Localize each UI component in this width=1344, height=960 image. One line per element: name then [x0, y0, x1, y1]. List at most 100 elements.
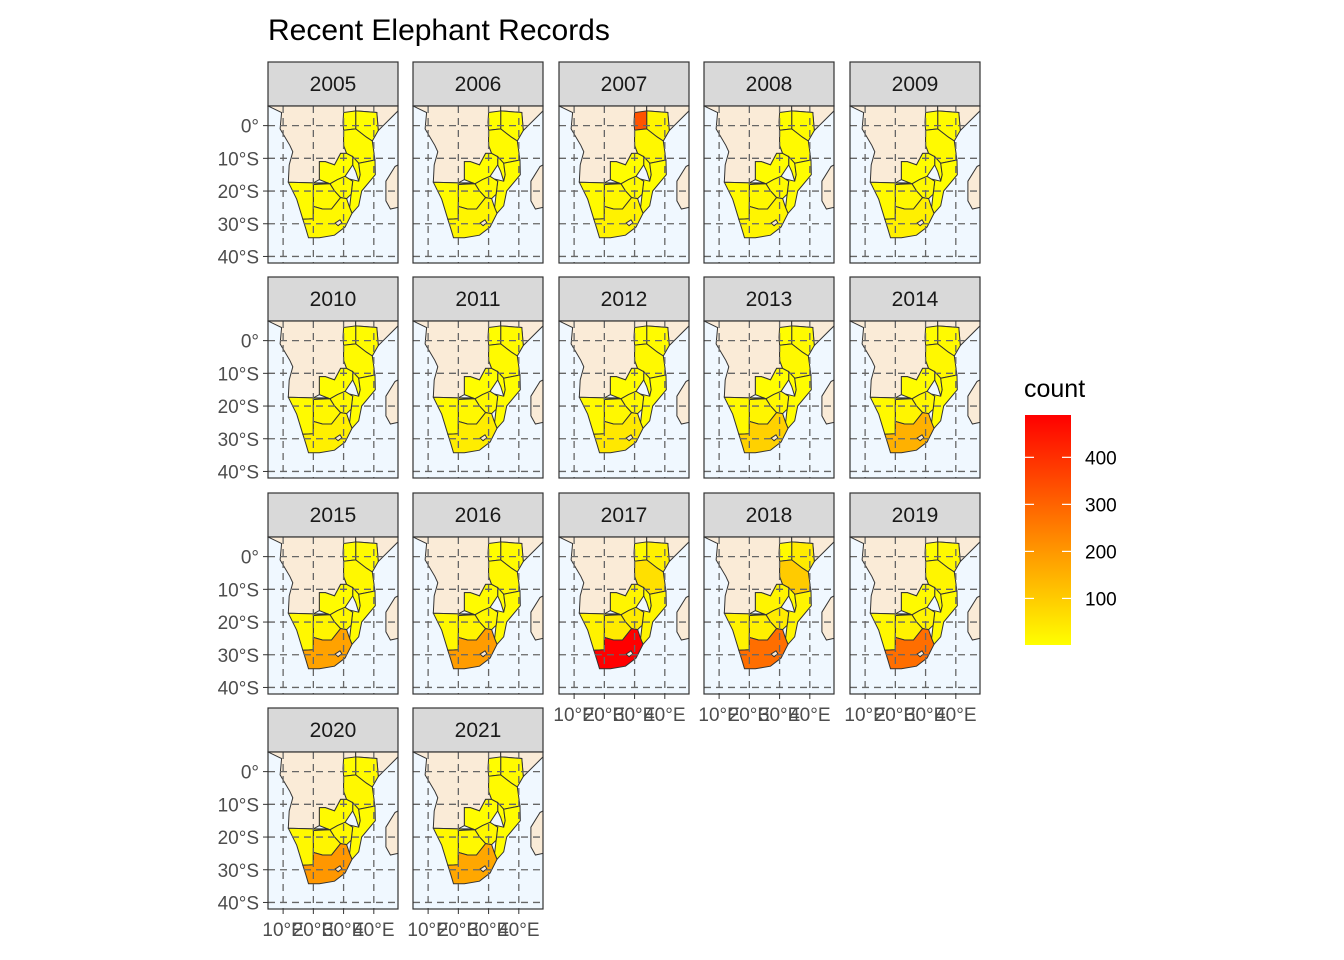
facet-panel: 2017 10°E20°E30°E40°E [553, 492, 690, 726]
land-lesotho-top [479, 219, 488, 227]
land-madagascar [676, 164, 689, 210]
panel-border [412, 105, 544, 264]
panel-border [267, 536, 399, 695]
facet-strip-label: 2005 [310, 73, 357, 96]
land-madagascar [821, 595, 834, 641]
land-madagascar [385, 595, 398, 641]
x-tick-label: 30°E [468, 920, 509, 941]
land-lesotho-top [916, 219, 925, 227]
legend-label: 100 [1085, 589, 1117, 610]
country-south-africa [302, 843, 353, 885]
country-south-africa [884, 628, 935, 670]
y-tick-label: 0° [241, 332, 259, 353]
land-madagascar [676, 379, 689, 425]
map-layer [850, 537, 980, 694]
facet-panel: 2008 [703, 61, 835, 264]
panel-border [703, 320, 835, 479]
map-layer [704, 106, 834, 263]
map-layer [268, 752, 398, 909]
land-lesotho-top [479, 865, 488, 873]
panel-border [558, 536, 690, 695]
y-tick-label: 10°S [218, 795, 259, 816]
map-layer [268, 106, 398, 263]
facet-panel: 2012 [558, 276, 690, 479]
country-uganda [778, 541, 793, 562]
facet-strip [412, 61, 544, 107]
country-south-africa [738, 628, 789, 670]
land-madagascar [967, 595, 980, 641]
x-tick-label: 20°E [875, 705, 916, 726]
map-layer [559, 321, 689, 478]
land-lesotho-top [625, 434, 634, 442]
facet-strip-label: 2019 [892, 504, 939, 527]
chart-title: Recent Elephant Records [268, 14, 610, 47]
x-tick-label: 30°E [323, 920, 364, 941]
facet-panel: 2019 10°E20°E30°E40°E [844, 492, 981, 726]
country-south-africa [447, 628, 498, 670]
panel-border [267, 751, 399, 910]
facet-panel: 2020 0° 10°S 20°S 30°S 40°S10°E20°E30°E40°E [218, 707, 399, 941]
facet-strip-label: 2008 [746, 73, 793, 96]
country-uganda [778, 325, 793, 346]
map-layer [559, 106, 689, 263]
map-layer [413, 752, 543, 909]
panel-border [703, 536, 835, 695]
facet-strip [703, 61, 835, 107]
facet-panel: 2018 10°E20°E30°E40°E [698, 492, 835, 726]
y-tick-label: 30°S [218, 215, 259, 236]
panel-border [267, 105, 399, 264]
facet-strip-label: 2021 [455, 719, 502, 742]
country-uganda [633, 541, 648, 562]
x-tick-label: 10°E [553, 705, 594, 726]
y-tick-label: 40°S [218, 893, 259, 914]
y-tick-label: 10°S [218, 364, 259, 385]
facet-strip [267, 492, 399, 538]
panel-border [703, 105, 835, 264]
facet-panel: 2015 0° 10°S 20°S 30°S 40°S [218, 492, 399, 699]
x-tick-label: 20°E [438, 920, 479, 941]
land-lesotho-top [770, 434, 779, 442]
facet-panels: 2005 0° 10°S 20°S 30°S 40°S 2006 2007 2008 2009 20… [218, 61, 981, 941]
panel-border [558, 320, 690, 479]
country-south-africa [884, 412, 935, 454]
facet-panel: 2009 [849, 61, 981, 264]
panel-border [849, 536, 981, 695]
facet-panel: 2005 0° 10°S 20°S 30°S 40°S [218, 61, 399, 268]
map-layer [850, 106, 980, 263]
country-uganda [342, 110, 357, 131]
country-south-africa [302, 197, 353, 239]
country-south-africa [593, 628, 644, 670]
x-tick-label: 40°E [644, 705, 685, 726]
x-tick-label: 20°E [293, 920, 334, 941]
y-tick-label: 40°S [218, 678, 259, 699]
y-tick-label: 40°S [218, 462, 259, 483]
map-layer [850, 321, 980, 478]
country-south-africa [738, 197, 789, 239]
country-south-africa [884, 197, 935, 239]
country-uganda [924, 110, 939, 131]
x-tick-label: 10°E [844, 705, 885, 726]
land-lesotho-top [625, 219, 634, 227]
facet-strip [849, 61, 981, 107]
panel-border [412, 536, 544, 695]
panel-border [412, 320, 544, 479]
x-tick-label: 30°E [614, 705, 655, 726]
x-tick-label: 20°E [584, 705, 625, 726]
facet-strip-label: 2020 [310, 719, 357, 742]
y-tick-label: 0° [241, 548, 259, 569]
x-tick-label: 20°E [729, 705, 770, 726]
land-madagascar [821, 379, 834, 425]
map-layer [704, 321, 834, 478]
legend-label: 200 [1085, 542, 1117, 563]
country-uganda [342, 756, 357, 777]
y-tick-label: 0° [241, 763, 259, 784]
land-lesotho-top [479, 650, 488, 658]
country-uganda [487, 541, 502, 562]
panel-border [267, 320, 399, 479]
map-layer [268, 537, 398, 694]
legend-label: 300 [1085, 495, 1117, 516]
facet-panel: 2011 [412, 276, 544, 479]
x-tick-label: 30°E [905, 705, 946, 726]
facet-panel: 2010 0° 10°S 20°S 30°S 40°S [218, 276, 399, 483]
